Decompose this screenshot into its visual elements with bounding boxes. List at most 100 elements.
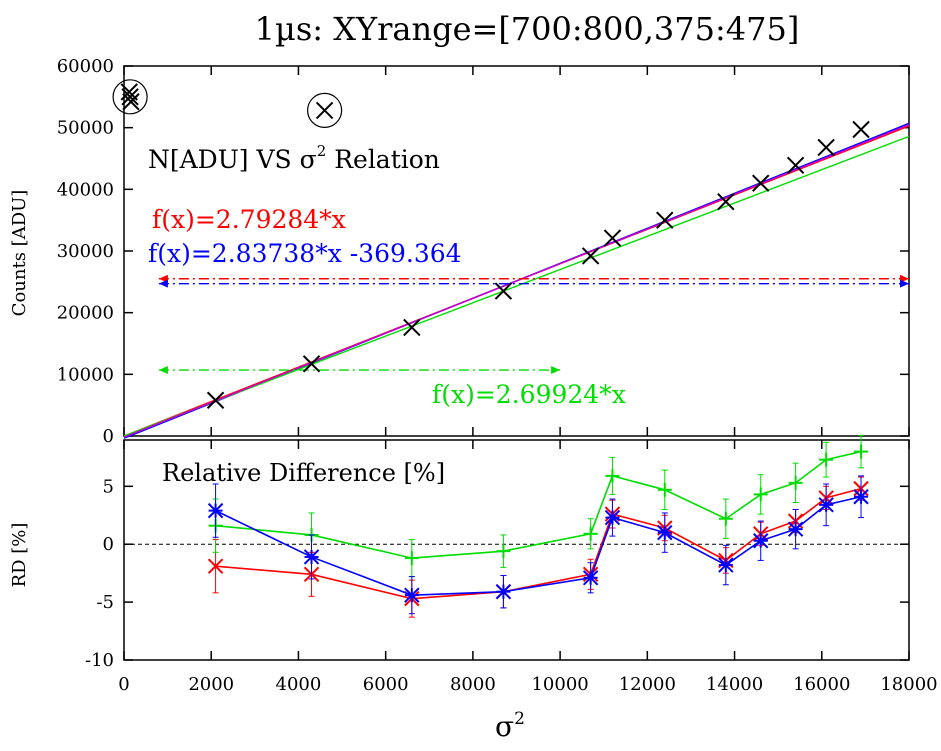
x-tick-label: 2000 [188,674,234,695]
top-y-tick-label: 20000 [57,303,114,324]
data-point-stroke-b [717,192,735,211]
data-point-stroke-b [315,101,334,120]
fit-label-green: f(x)=2.69924*x [432,380,626,409]
top-y-tick-label: 40000 [57,179,114,200]
rd-point [657,482,672,497]
rd-point [853,489,869,505]
rd-point [818,497,834,513]
data-point-stroke-b [494,282,513,300]
rd-point [207,502,224,519]
data-point-stroke-b [603,229,622,247]
fit-label-red: f(x)=2.79284*x [152,205,346,234]
rd-series-line-2 [215,495,862,596]
x-axis-label-superscript: 2 [514,709,525,729]
data-point [403,318,421,337]
rd-point [788,475,803,490]
data-point [121,88,139,106]
data-point [852,120,870,139]
data-point [302,355,321,373]
data-point [315,101,334,120]
rd-point [657,524,673,541]
data-point [581,247,600,265]
fit-range-arrowhead-right-1 [900,279,909,288]
bottom-y-tick-label: 5 [103,476,114,497]
data-point [603,229,622,247]
rd-series-line-1 [215,450,862,559]
relation-annotation: N[ADU] VS σ2 Relation [148,142,440,174]
rd-point [819,452,834,467]
data-point [656,211,674,229]
data-point-stroke-b [302,355,321,373]
data-point-stroke-b [206,391,225,409]
data-point [206,391,225,409]
x-axis-label-symbol: σ [495,710,514,743]
top-panel: 0 10000 20000 30000 40000 50000 60000 [57,56,910,447]
data-point [717,192,735,211]
top-y-axis-label: Counts [ADU] [9,190,30,317]
relation-annotation-superscript: 2 [317,142,327,160]
rd-point [753,533,769,549]
x-tick-label: 16000 [793,674,850,695]
data-point-stroke-b [403,318,421,337]
data-point [817,138,835,157]
top-y-tick-label: 60000 [57,56,114,77]
data-point-stroke-b [786,156,805,174]
data-point-stroke-b [120,83,138,101]
bottom-y-tick-label: 0 [103,534,114,555]
relation-annotation-symbol: σ [300,145,317,174]
data-point [494,282,513,300]
fit-range-arrowhead-left-2 [158,366,168,375]
chart-title: 1µs: XYrange=[700:800,375:475] [255,10,800,48]
fit-range-arrowhead-left-1 [158,279,168,288]
rd-point [787,521,804,537]
top-y-tick-label: 50000 [57,118,114,139]
bottom-y-axis-label: RD [%] [9,523,30,588]
x-tick-label: 4000 [276,674,322,695]
fit-range-arrowhead-right-2 [551,366,561,375]
rd-point [605,468,620,483]
x-tick-label: 8000 [450,674,496,695]
rd-point [753,487,768,502]
data-point [752,174,770,192]
data-point-stroke-b [122,93,140,111]
x-tick-label: 12000 [619,674,676,695]
rd-point [496,544,511,559]
rd-point [718,511,733,526]
rd-point [495,583,512,600]
outlier-circle [307,92,343,129]
fit-line-2 [123,135,910,437]
data-point-stroke-b [656,211,674,229]
data-point-stroke-b [752,174,770,192]
rd-point [582,570,599,586]
bottom-y-tick-label: -10 [85,650,114,671]
relation-annotation-suffix: Relation [326,145,440,174]
rd-point-stroke-b [207,558,224,574]
x-tick-label: 0 [118,674,129,695]
bottom-y-tick-label: -5 [96,592,114,613]
rd-point [404,587,420,603]
bottom-panel: -10 -5 0 5 0 2000 4000 6000 8000 10000 12000 14000 1… [85,434,938,695]
x-tick-label: 10000 [531,674,588,695]
rd-point [583,526,598,541]
data-point-stroke-b [581,247,600,265]
fit-line-3 [123,124,910,438]
data-point [122,93,140,111]
outlier-circle [112,79,148,115]
rd-point [303,549,320,565]
top-y-tick-label: 0 [103,426,114,447]
rd-point [854,444,869,459]
x-tick-label: 14000 [706,674,763,695]
rd-point [604,509,621,526]
bottom-plot-frame [123,439,910,661]
x-tick-label: 18000 [880,674,937,695]
x-axis-label: σ2 [495,709,525,743]
x-tick-label: 6000 [363,674,409,695]
data-point-stroke-b [852,120,870,139]
top-y-tick-label: 10000 [57,364,114,385]
rd-point [207,558,224,574]
fit-label-blue: f(x)=2.83738*x -369.364 [148,239,462,268]
data-point-stroke-b [121,88,139,106]
top-y-tick-label: 30000 [57,241,114,262]
data-point-stroke-b [817,138,835,157]
